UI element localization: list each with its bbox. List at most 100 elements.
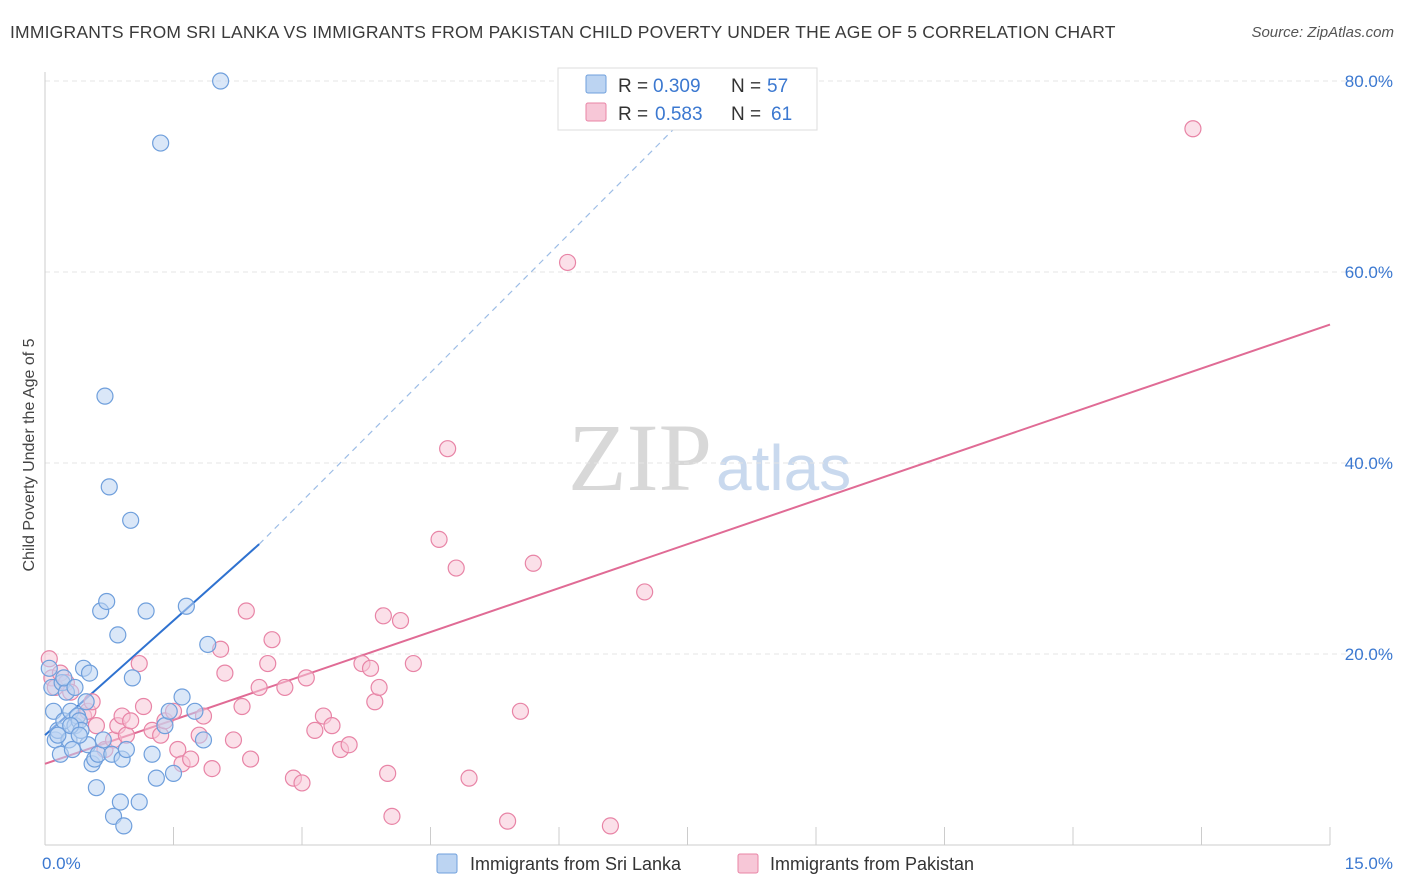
- point-srilanka: [212, 72, 230, 90]
- point-pakistan: [134, 697, 153, 716]
- point-pakistan: [203, 759, 221, 778]
- point-pakistan: [87, 717, 106, 735]
- point-pakistan: [182, 750, 200, 768]
- point-srilanka: [147, 769, 165, 787]
- point-srilanka: [122, 511, 140, 529]
- point-pakistan: [391, 611, 410, 630]
- point-srilanka: [156, 717, 174, 735]
- point-pakistan: [366, 693, 384, 711]
- axes: [44, 72, 1331, 846]
- point-srilanka: [186, 702, 204, 720]
- point-pakistan: [259, 654, 277, 673]
- point-pakistan: [250, 678, 268, 697]
- point-pakistan: [636, 583, 654, 601]
- point-pakistan: [306, 721, 324, 740]
- point-pakistan: [233, 697, 251, 716]
- point-srilanka: [130, 793, 148, 811]
- watermark-atlas: atlas: [716, 432, 851, 504]
- stats-legend-r-srilanka: 0.309: [653, 76, 701, 97]
- stats-legend-swatch-srilanka: [585, 74, 607, 94]
- point-pakistan: [447, 559, 465, 577]
- point-pakistan: [122, 712, 140, 730]
- point-srilanka: [77, 693, 95, 711]
- point-pakistan: [323, 717, 341, 735]
- legend-label-pakistan: Immigrants from Pakistan: [770, 854, 974, 874]
- point-srilanka: [100, 478, 118, 496]
- point-pakistan: [263, 631, 281, 649]
- point-srilanka: [143, 745, 161, 763]
- stats-legend-swatch-pakistan: [585, 102, 607, 122]
- point-srilanka: [177, 597, 195, 615]
- stats-legend: R = 0.309 N = 57 R = 0.583 N = 61: [557, 67, 818, 131]
- y-tick-label: 60.0%: [1345, 263, 1393, 282]
- stats-legend-n-pakistan: 61: [771, 104, 792, 125]
- point-srilanka: [199, 635, 217, 654]
- point-srilanka: [96, 387, 114, 405]
- point-pakistan: [524, 554, 542, 572]
- y-tick-label: 40.0%: [1345, 454, 1393, 473]
- tick-labels: 20.0% 40.0% 60.0% 80.0% 0.0% 15.0%: [42, 72, 1393, 873]
- point-srilanka: [80, 664, 99, 682]
- point-pakistan: [383, 807, 401, 825]
- point-srilanka: [55, 669, 73, 687]
- stats-legend-n-label: N =: [731, 76, 761, 97]
- point-pakistan: [224, 731, 243, 749]
- point-pakistan: [297, 669, 315, 687]
- point-pakistan: [293, 774, 311, 792]
- chart-title: IMMIGRANTS FROM SRI LANKA VS IMMIGRANTS …: [10, 22, 1116, 42]
- point-pakistan: [379, 764, 397, 782]
- point-pakistan: [237, 602, 255, 620]
- point-srilanka: [137, 602, 155, 620]
- legend-swatch-srilanka: [436, 853, 458, 874]
- point-pakistan: [1184, 120, 1202, 138]
- point-srilanka: [87, 779, 106, 797]
- point-pakistan: [340, 736, 358, 754]
- point-pakistan: [460, 769, 478, 787]
- point-pakistan: [117, 726, 135, 744]
- point-srilanka: [40, 659, 58, 677]
- point-pakistan: [558, 253, 577, 272]
- point-srilanka: [194, 731, 213, 749]
- y-tick-label: 20.0%: [1345, 645, 1393, 664]
- point-pakistan: [439, 440, 457, 458]
- point-pakistan: [601, 817, 620, 835]
- point-pakistan: [430, 530, 448, 549]
- point-pakistan: [499, 812, 517, 830]
- y-axis-label: Child Poverty Under the Age of 5: [21, 338, 38, 571]
- legend-swatch-pakistan: [737, 853, 759, 874]
- point-srilanka: [66, 678, 84, 697]
- stats-legend-r-label: R =: [618, 104, 648, 125]
- watermark: ZIP atlas: [568, 404, 851, 511]
- point-srilanka: [123, 669, 141, 687]
- stats-legend-n-label: N =: [731, 104, 761, 125]
- point-srilanka: [115, 817, 133, 835]
- data-points: [40, 72, 1202, 835]
- point-srilanka: [152, 134, 170, 152]
- point-srilanka: [164, 764, 183, 782]
- stats-legend-r-pakistan: 0.583: [655, 104, 703, 125]
- x-tick-label-min: 0.0%: [42, 854, 81, 873]
- point-pakistan: [374, 607, 392, 625]
- stats-legend-r-label: R =: [618, 76, 648, 97]
- point-pakistan: [404, 654, 422, 673]
- x-tick-label-max: 15.0%: [1345, 854, 1393, 873]
- point-srilanka: [109, 626, 127, 644]
- point-pakistan: [361, 659, 380, 677]
- point-srilanka: [117, 740, 135, 759]
- point-pakistan: [216, 664, 234, 682]
- stats-legend-n-srilanka: 57: [767, 76, 788, 97]
- point-pakistan: [276, 678, 294, 697]
- point-pakistan: [511, 702, 530, 720]
- legend-label-srilanka: Immigrants from Sri Lanka: [470, 854, 682, 874]
- grid-lines: [45, 80, 1392, 655]
- point-srilanka: [173, 688, 191, 706]
- point-pakistan: [370, 678, 388, 697]
- bottom-legend: Immigrants from Sri Lanka Immigrants fro…: [436, 853, 974, 874]
- point-pakistan: [130, 654, 148, 673]
- point-srilanka: [94, 731, 112, 749]
- watermark-zip: ZIP: [568, 404, 712, 511]
- point-pakistan: [242, 750, 260, 768]
- point-srilanka: [49, 726, 67, 744]
- point-srilanka: [63, 740, 82, 759]
